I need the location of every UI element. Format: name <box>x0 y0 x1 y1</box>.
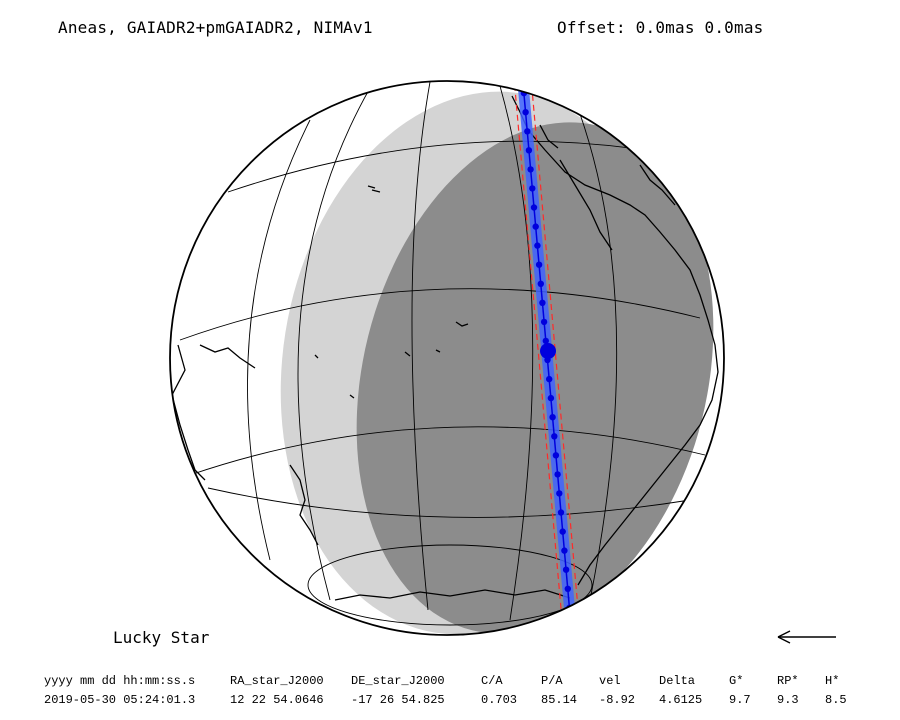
meridian-1 <box>297 87 371 601</box>
meridian-2 <box>411 81 431 611</box>
minute-marker <box>519 71 525 77</box>
minute-marker <box>547 394 555 402</box>
minute-marker <box>554 471 561 478</box>
minute-marker <box>532 223 539 230</box>
value-vel: -8.92 <box>599 692 636 707</box>
col-header-dec: DE_star_J2000 <box>351 673 445 688</box>
americas-coast <box>511 95 719 586</box>
value-datetime: 2019-05-30 05:24:01.3 <box>44 692 196 707</box>
alaska-coast <box>539 124 559 149</box>
latitude-line-30n <box>179 288 701 341</box>
baja-coast <box>559 159 613 251</box>
new-guinea-coast <box>199 344 256 369</box>
meridian-3 <box>499 85 534 621</box>
ephemeris-header-row: yyyy mm dd hh:mm:ss.s RA_star_J2000 DE_s… <box>44 671 865 690</box>
minute-marker <box>564 585 571 592</box>
col-header-ca: C/A <box>481 673 503 688</box>
minute-marker <box>525 147 533 154</box>
meridian-5 <box>247 119 311 561</box>
latitude-line-30s <box>207 487 691 518</box>
minute-marker <box>562 566 570 573</box>
col-header-pa: P/A <box>541 673 563 688</box>
minute-marker <box>522 109 529 116</box>
col-header-ra: RA_star_J2000 <box>230 673 324 688</box>
minute-marker <box>539 299 546 306</box>
aleutian-islands <box>367 185 381 193</box>
pacific-islands <box>314 349 441 399</box>
new-zealand-coast <box>289 464 319 546</box>
night-zone <box>356 122 714 634</box>
col-header-vel: vel <box>599 673 621 688</box>
col-header-delta: Delta <box>659 673 696 688</box>
antarctica-coast <box>334 589 571 601</box>
latitude-line-eq <box>189 426 706 476</box>
col-header-rp: RP* <box>777 673 799 688</box>
value-ra: 12 22 54.0646 <box>230 692 324 707</box>
minute-marker <box>535 261 543 268</box>
lucky-star-label: Lucky Star <box>113 628 210 647</box>
meridian-4 <box>574 99 618 601</box>
value-h: 8.5 <box>825 692 847 707</box>
value-rp: 9.3 <box>777 692 799 707</box>
minute-marker <box>530 204 538 211</box>
minute-marker <box>534 242 541 249</box>
minute-marker <box>524 128 531 135</box>
value-dec: -17 26 54.825 <box>351 692 445 707</box>
col-header-h: H* <box>825 673 840 688</box>
map-title: Aneas, GAIADR2+pmGAIADR2, NIMAv1 <box>58 18 373 37</box>
graticule <box>179 81 706 626</box>
shadow-path <box>511 71 584 649</box>
minute-marker <box>556 490 563 497</box>
minute-marker <box>527 166 534 173</box>
minute-marker <box>567 623 575 631</box>
left-arrow-icon <box>777 630 836 644</box>
minute-marker <box>570 643 576 649</box>
minute-marker <box>540 318 548 326</box>
ephemeris-value-row: 2019-05-30 05:24:01.3 12 22 54.0646 -17 … <box>44 690 865 709</box>
minute-marker <box>552 452 560 459</box>
minute-marker <box>549 414 556 421</box>
value-g: 9.7 <box>729 692 751 707</box>
minute-marker <box>529 185 536 192</box>
value-ca: 0.703 <box>481 692 518 707</box>
minute-marker <box>537 280 544 287</box>
minute-marker <box>559 528 566 535</box>
minute-marker <box>546 375 553 383</box>
path-limit-south <box>528 81 584 635</box>
offset-readout: Offset: 0.0mas 0.0mas <box>557 18 764 37</box>
coastlines <box>171 95 719 601</box>
minute-marker <box>557 509 565 516</box>
ephemeris-table: yyyy mm dd hh:mm:ss.s RA_star_J2000 DE_s… <box>44 671 865 709</box>
minute-marker <box>551 433 558 440</box>
hawaii-islands <box>455 321 469 327</box>
minute-marker <box>561 547 568 554</box>
latitude-line-60s <box>307 544 593 626</box>
australia-coast <box>171 344 206 481</box>
minute-marker <box>542 337 549 345</box>
value-pa: 85.14 <box>541 692 578 707</box>
globe-outline <box>169 80 725 636</box>
path-limit-north <box>511 81 567 635</box>
col-header-datetime: yyyy mm dd hh:mm:ss.s <box>44 673 196 688</box>
closest-approach-marker <box>540 343 556 359</box>
value-delta: 4.6125 <box>659 692 703 707</box>
gulf-coast <box>639 164 676 206</box>
col-header-g: G* <box>729 673 744 688</box>
